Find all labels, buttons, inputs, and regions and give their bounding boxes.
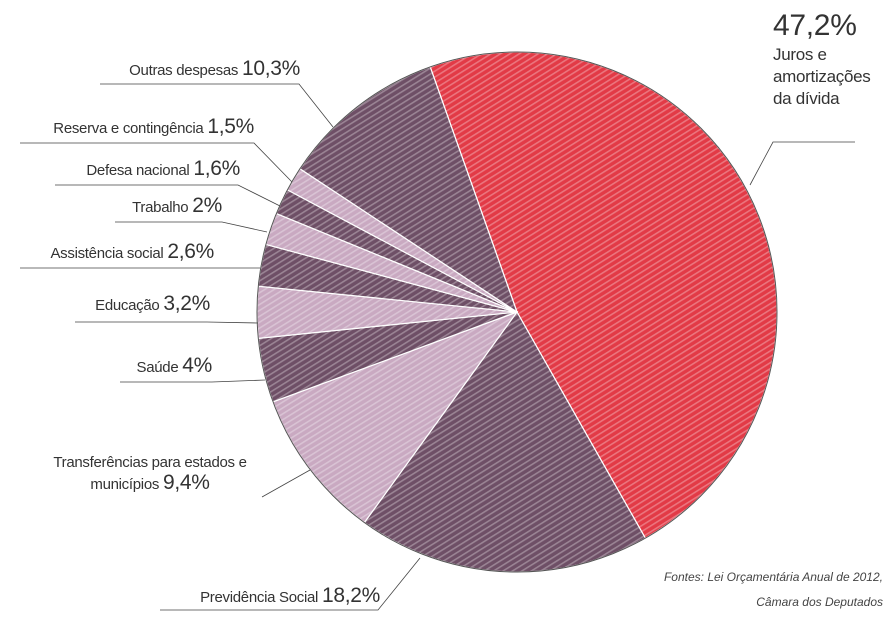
slice-label: Trabalho 2% — [60, 194, 222, 218]
slice-label: Previdência Social 18,2% — [150, 584, 380, 608]
leader-line — [75, 321, 259, 324]
slice-label: Saúde 4% — [60, 354, 212, 378]
slice-label: Transferências para estados e municípios… — [30, 453, 270, 495]
category-label: Defesa nacional — [86, 162, 190, 179]
category-label: Assistência social — [50, 245, 164, 262]
value-label: 18,2% — [321, 584, 380, 607]
value-label: 2% — [192, 194, 222, 217]
source-text: Fontes: Lei Orçamentária Anual de 2012, — [663, 570, 883, 584]
category-label: Trabalho — [132, 199, 189, 216]
pie-outline — [256, 51, 778, 573]
value-label: 47,2% — [773, 9, 857, 42]
slice-label: Educação 3,2% — [40, 292, 210, 316]
category-label: Saúde — [136, 359, 179, 376]
slice-label: Defesa nacional 1,6% — [30, 157, 240, 181]
leader-line — [20, 142, 293, 183]
leader-line — [115, 221, 268, 233]
category-label: Reserva e contingência — [53, 120, 204, 137]
source-note: Câmara dos Deputados — [756, 595, 883, 609]
leader-line — [100, 83, 334, 128]
slice-label: Assistência social 2,6% — [10, 240, 214, 264]
category-label: Transferências para estados e municípios — [53, 454, 247, 493]
slice-label: 47,2% Juros e amortizações da dívida — [773, 8, 883, 110]
value-label: 4% — [182, 354, 212, 377]
category-label: Previdência Social — [200, 589, 319, 606]
value-label: 1,6% — [193, 157, 240, 180]
leader-line — [55, 184, 281, 207]
source-text: Câmara dos Deputados — [756, 595, 883, 609]
leader-line — [749, 141, 855, 186]
category-label: Juros e amortizações da dívida — [773, 45, 871, 108]
slice-label: Reserva e contingência 1,5% — [0, 115, 254, 139]
slice-label: Outras despesas 10,3% — [60, 57, 300, 81]
category-label: Educação — [95, 297, 160, 314]
leader-line — [120, 379, 266, 383]
leader-line — [261, 469, 311, 498]
value-label: 9,4% — [162, 471, 210, 494]
value-label: 10,3% — [241, 57, 300, 80]
value-label: 1,5% — [207, 115, 254, 138]
category-label: Outras despesas — [129, 62, 239, 79]
value-label: 2,6% — [167, 240, 214, 263]
source-note: Fontes: Lei Orçamentária Anual de 2012, — [664, 570, 883, 584]
value-label: 3,2% — [163, 292, 210, 315]
leader-line — [160, 557, 421, 611]
